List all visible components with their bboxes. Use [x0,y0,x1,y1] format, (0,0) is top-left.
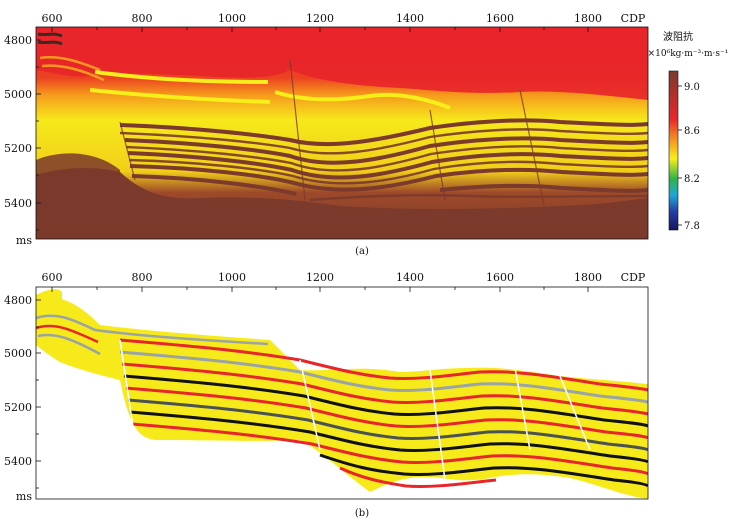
colorbar-unit: ×10⁶kg·m⁻³·m·s⁻¹ [648,49,729,59]
panel-b: 600 800 1000 1200 1400 1600 1800 CDP 480… [4,271,649,519]
y-tick-label: 5000 [4,88,32,101]
impedance-section [36,27,648,239]
x-tick-label: 1600 [486,12,514,25]
panel-a: 600 800 1000 1200 1400 1600 1800 CDP 480… [4,12,728,257]
x-tick-label: 1400 [396,271,424,284]
reflectivity-section [36,289,648,499]
colorbar-title: 波阻抗 [663,30,693,43]
panel-b-x-axis: 600 800 1000 1200 1400 1600 1800 CDP [42,271,646,292]
x-tick-label: 1000 [218,12,246,25]
y-unit-label: ms [16,234,32,247]
colorbar-tick: 9.0 [684,82,700,93]
colorbar-gradient [668,70,679,231]
panel-a-x-axis: 600 800 1000 1200 1400 1600 1800 CDP [42,12,646,32]
colorbar: 波阻抗 ×10⁶kg·m⁻³·m·s⁻¹ 9.0 8.6 8.2 7.8 [648,30,729,232]
panel-b-caption: (b) [355,508,369,519]
x-tick-label: 1800 [574,12,602,25]
x-tick-label: 600 [42,12,63,25]
panel-a-frame [35,26,649,240]
x-tick-label: 1400 [396,12,424,25]
x-tick-label: 600 [42,271,63,284]
y-tick-label: 5000 [4,347,32,360]
y-tick-label: 5400 [4,197,32,210]
y-tick-label: 4800 [4,294,32,307]
colorbar-tick: 8.2 [684,174,700,185]
colorbar-tick: 8.6 [684,126,700,137]
x-tick-label: 800 [132,12,153,25]
y-tick-label: 5200 [4,142,32,155]
y-unit-label: ms [16,490,32,503]
x-unit-label: CDP [621,271,646,284]
panel-b-y-axis: 4800 5000 5200 5400 ms [4,294,41,503]
x-unit-label: CDP [621,12,646,25]
panel-a-y-axis: 4800 5000 5200 5400 ms [4,34,41,247]
y-tick-label: 4800 [4,34,32,47]
panel-b-frame [35,286,649,500]
colorbar-tick: 7.8 [684,221,700,232]
x-tick-label: 1000 [218,271,246,284]
x-tick-label: 1200 [306,12,334,25]
x-tick-label: 1600 [486,271,514,284]
x-tick-label: 1800 [574,271,602,284]
y-tick-label: 5400 [4,455,32,468]
x-tick-label: 1200 [306,271,334,284]
panel-a-caption: (a) [355,246,369,257]
x-tick-label: 800 [132,271,153,284]
y-tick-label: 5200 [4,401,32,414]
